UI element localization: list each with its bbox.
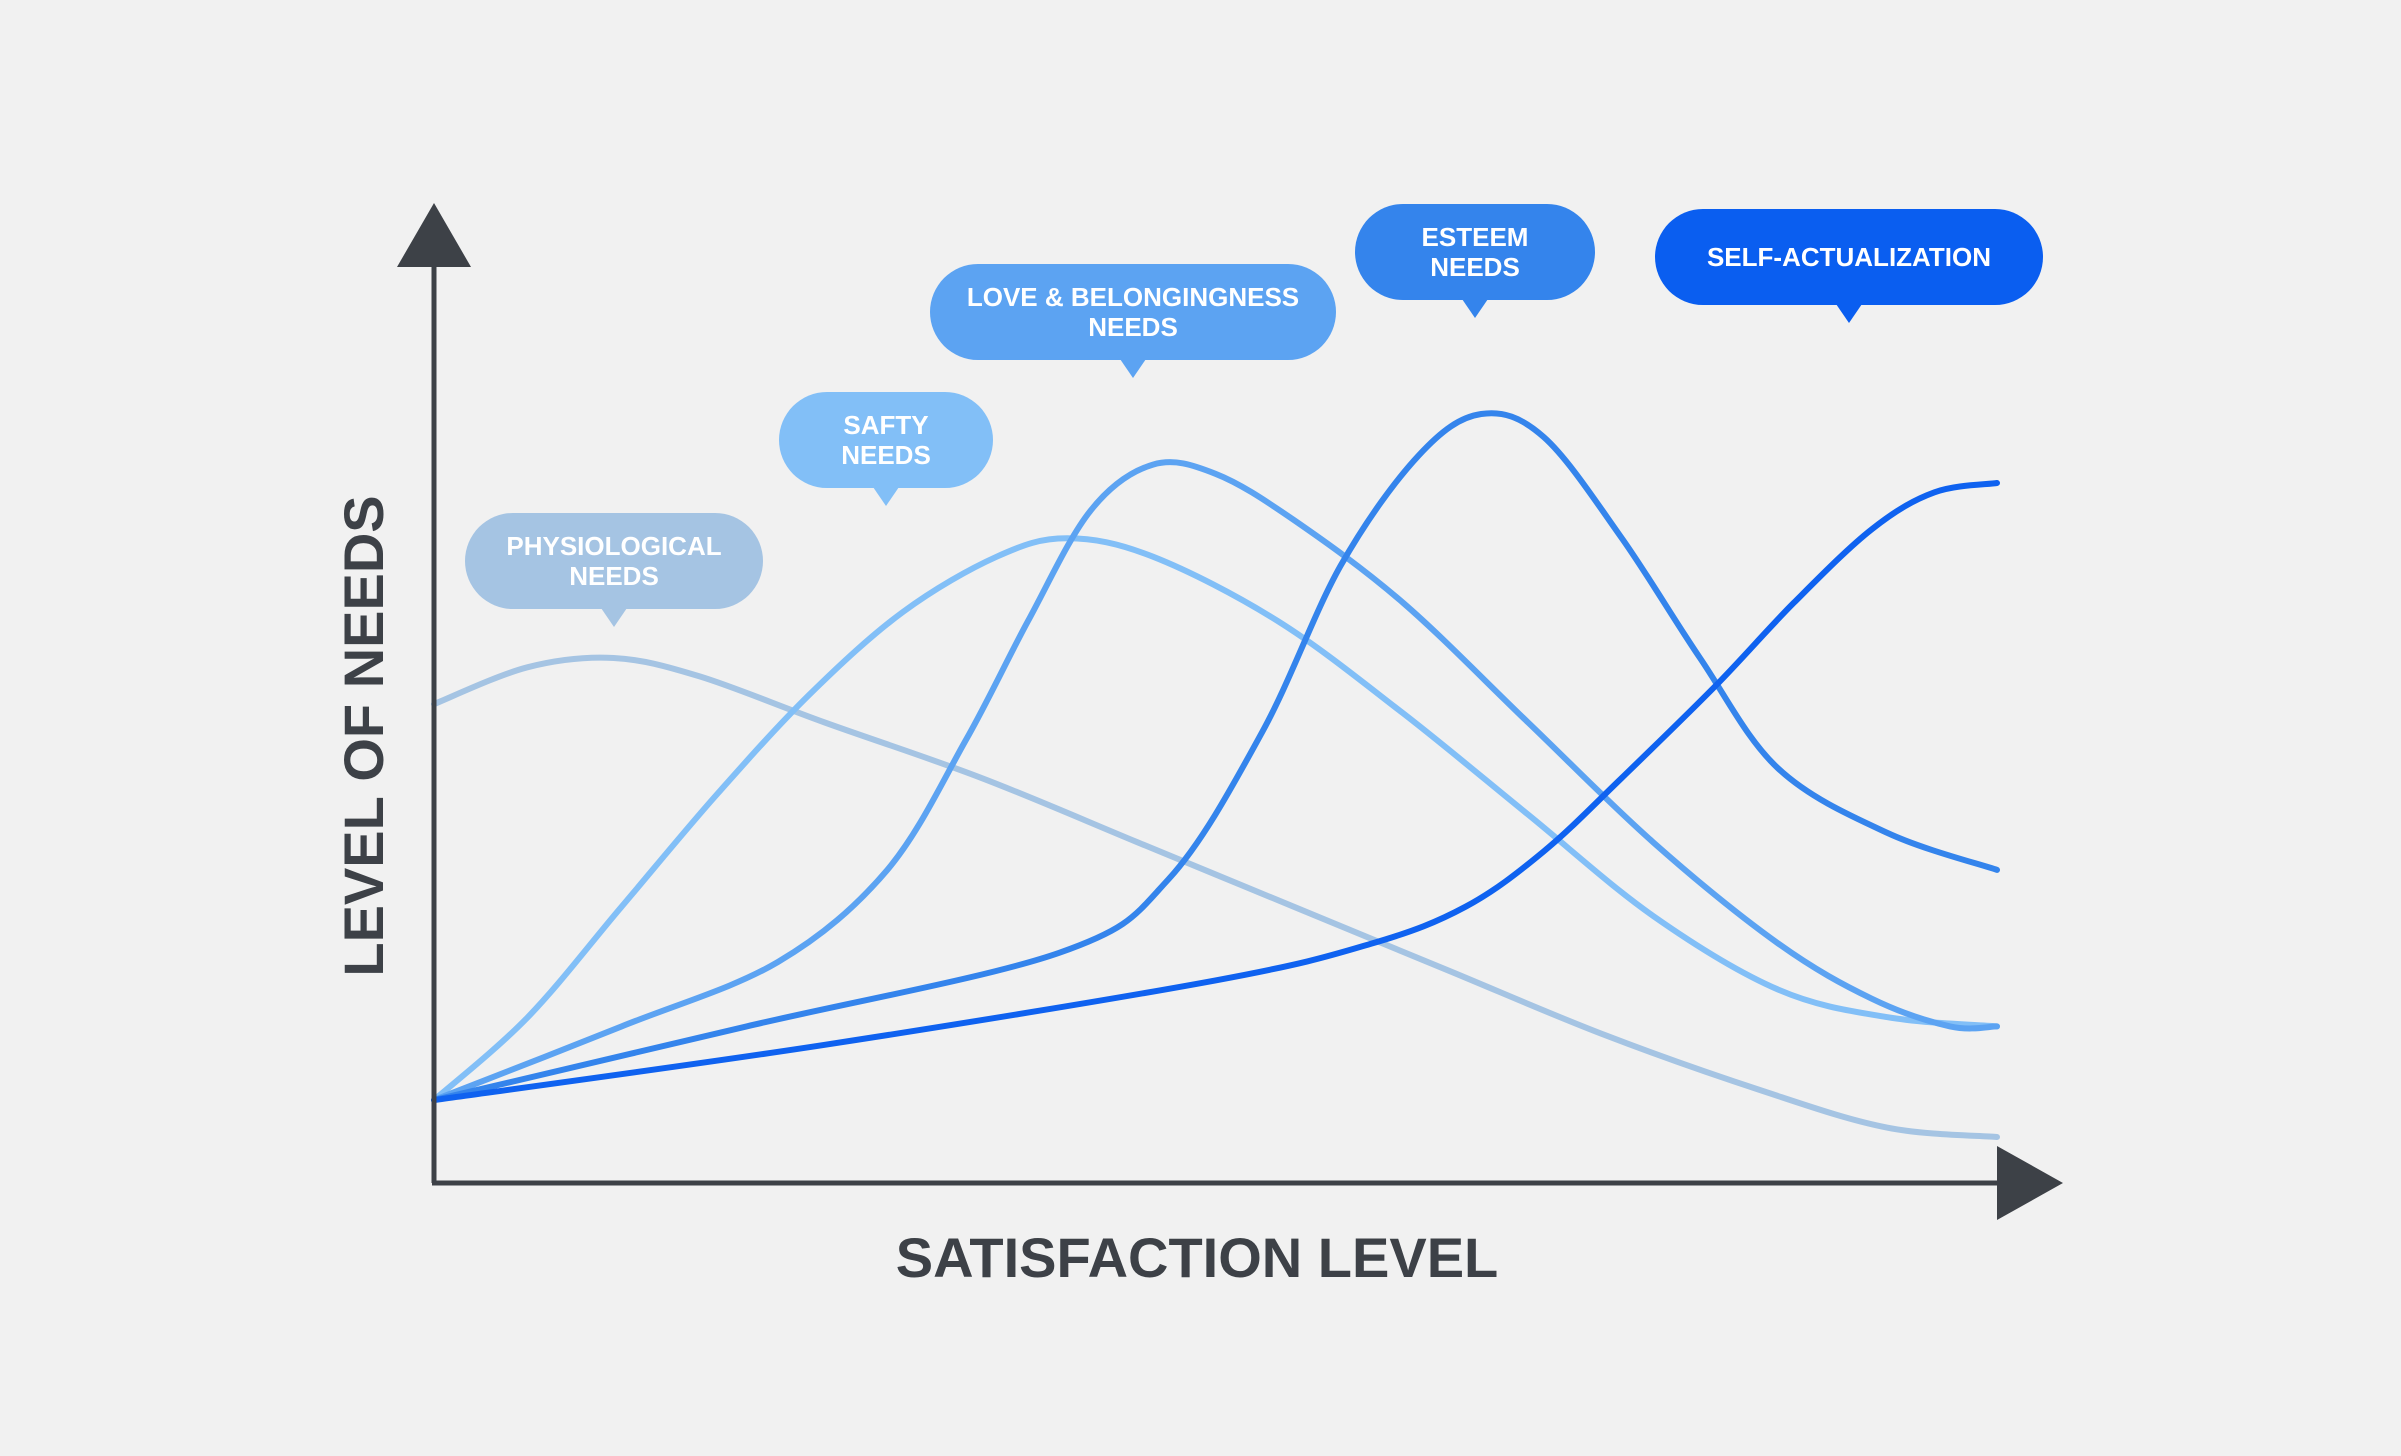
callout-pointer-icon: [1462, 299, 1488, 318]
callout-bubble-5: SELF-ACTUALIZATION: [1655, 209, 2043, 323]
callout-label-line: ESTEEM: [1422, 222, 1529, 252]
callout-label-line: NEEDS: [569, 561, 659, 591]
callout-label-line: NEEDS: [1088, 312, 1178, 342]
callout-bubble-body: [930, 264, 1336, 360]
x-axis-arrow-icon: [1997, 1146, 2063, 1220]
axes-layer: [397, 203, 2063, 1220]
callout-bubble-body: [1655, 209, 2043, 305]
callout-label-line: LOVE & BELONGINGNESS: [967, 282, 1299, 312]
callout-pointer-icon: [873, 487, 899, 506]
callout-bubble-body: [779, 392, 993, 488]
callout-label-line: NEEDS: [841, 440, 931, 470]
series-line-3: [431, 459, 2000, 1104]
callout-label-line: SELF-ACTUALIZATION: [1707, 242, 1991, 272]
callout-label-line: SAFTY: [843, 410, 928, 440]
series-layer: [431, 410, 2000, 1140]
series-line-2: [431, 535, 2000, 1104]
callout-pointer-icon: [1836, 304, 1862, 323]
y-axis-label: LEVEL OF NEEDS: [332, 495, 395, 976]
callout-label-line: PHYSIOLOGICAL: [506, 531, 721, 561]
x-axis-label: SATISFACTION LEVEL: [896, 1226, 1499, 1289]
series-line-5: [431, 480, 2000, 1104]
callout-pointer-icon: [1120, 359, 1146, 378]
callout-pointer-icon: [601, 608, 627, 627]
y-axis-arrow-icon: [397, 203, 471, 267]
series-line-4: [431, 410, 2000, 1104]
callout-bubble-body: [1355, 204, 1595, 300]
series-line-1: [431, 654, 2000, 1140]
callout-label-line: NEEDS: [1430, 252, 1520, 282]
callout-bubble-body: [465, 513, 763, 609]
